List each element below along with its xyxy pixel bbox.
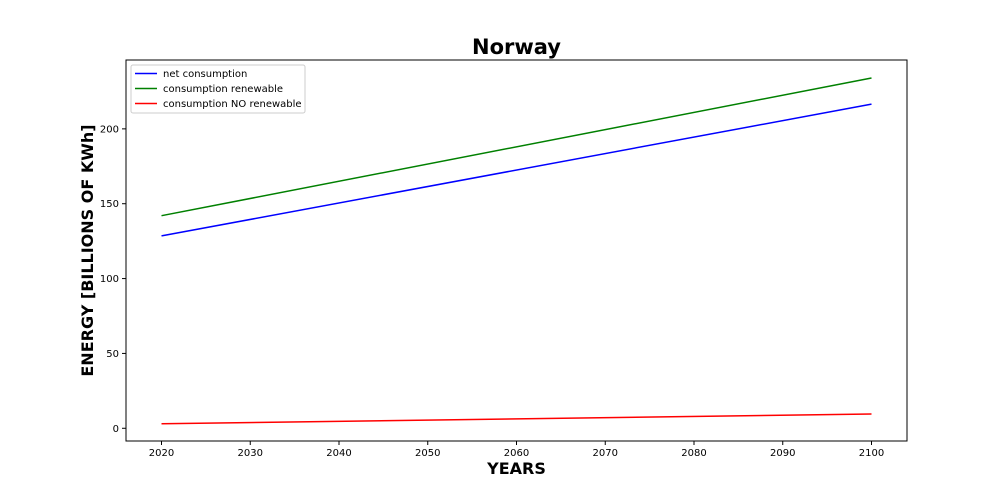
- x-tick-label: 2070: [593, 448, 618, 459]
- series-line: [161, 103, 872, 237]
- series-line: [161, 413, 872, 425]
- x-tick-label: 2060: [504, 448, 529, 459]
- y-tick-label: 0: [113, 424, 119, 435]
- legend-label: consumption NO renewable: [163, 99, 302, 110]
- plot-frame: [125, 59, 908, 442]
- series-line: [161, 77, 872, 217]
- x-tick-label: 2050: [415, 448, 440, 459]
- series-lines: [161, 77, 872, 425]
- legend: net consumption consumption renewable cons…: [130, 64, 306, 114]
- legend-label: consumption renewable: [163, 84, 283, 95]
- x-tick-label: 2090: [770, 448, 795, 459]
- y-axis-ticks: 0 50 100 150 200: [100, 124, 126, 435]
- x-tick-label: 2040: [326, 448, 351, 459]
- x-tick-label: 2080: [681, 448, 706, 459]
- y-tick-label: 150: [100, 199, 119, 210]
- x-axis-ticks: 2020 2030 2040 2050 2060 2070 2080 2090 2100: [149, 441, 884, 459]
- x-axis-title: YEARS: [486, 459, 546, 478]
- chart-title: Norway: [472, 35, 561, 59]
- x-tick-label: 2030: [238, 448, 263, 459]
- y-tick-label: 100: [100, 274, 119, 285]
- legend-label: net consumption: [163, 69, 247, 80]
- y-tick-label: 200: [100, 124, 119, 135]
- x-tick-label: 2020: [149, 448, 174, 459]
- y-tick-label: 50: [106, 349, 119, 360]
- legend-box: [130, 64, 306, 114]
- y-axis-title: ENERGY [BILLIONS OF KWh]: [78, 124, 97, 376]
- x-tick-label: 2100: [859, 448, 884, 459]
